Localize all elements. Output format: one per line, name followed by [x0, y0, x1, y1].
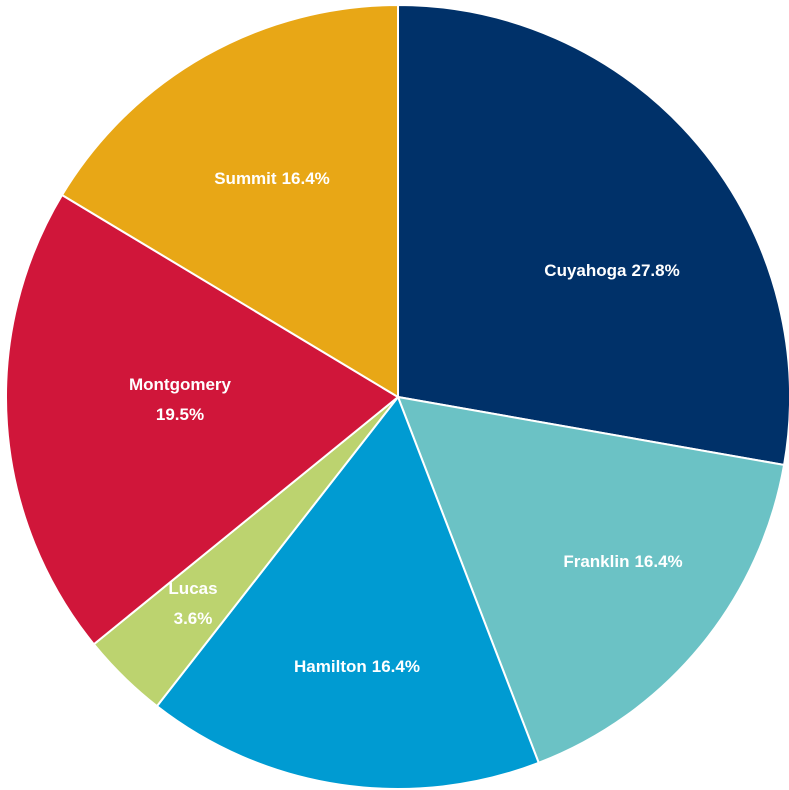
value-label: 27.8%	[631, 261, 679, 280]
value-label: 3.6%	[174, 609, 213, 628]
category-label: Montgomery	[129, 375, 232, 394]
slice-label: Summit 16.4%	[214, 169, 330, 188]
slice-label: Cuyahoga 27.8%	[544, 261, 679, 280]
slice-label: Franklin 16.4%	[563, 552, 682, 571]
slice-label: Montgomery 19.5%	[129, 375, 232, 424]
category-label: Cuyahoga	[544, 261, 627, 280]
pie-slice	[397, 3, 789, 467]
category-label: Franklin	[563, 552, 629, 571]
value-label: 16.4%	[372, 657, 420, 676]
category-label: Hamilton	[294, 657, 367, 676]
pie-slice	[396, 395, 786, 765]
category-label: Lucas	[168, 579, 217, 598]
category-label: Summit	[214, 169, 277, 188]
value-label: 16.4%	[282, 169, 330, 188]
value-label: 19.5%	[156, 405, 204, 424]
pie-slice	[155, 394, 541, 790]
pie-slice	[60, 3, 399, 399]
slice-label: Lucas 3.6%	[168, 579, 217, 628]
value-label: 16.4%	[634, 552, 682, 571]
pie-slice	[5, 193, 400, 646]
slice-label: Hamilton 16.4%	[294, 657, 420, 676]
